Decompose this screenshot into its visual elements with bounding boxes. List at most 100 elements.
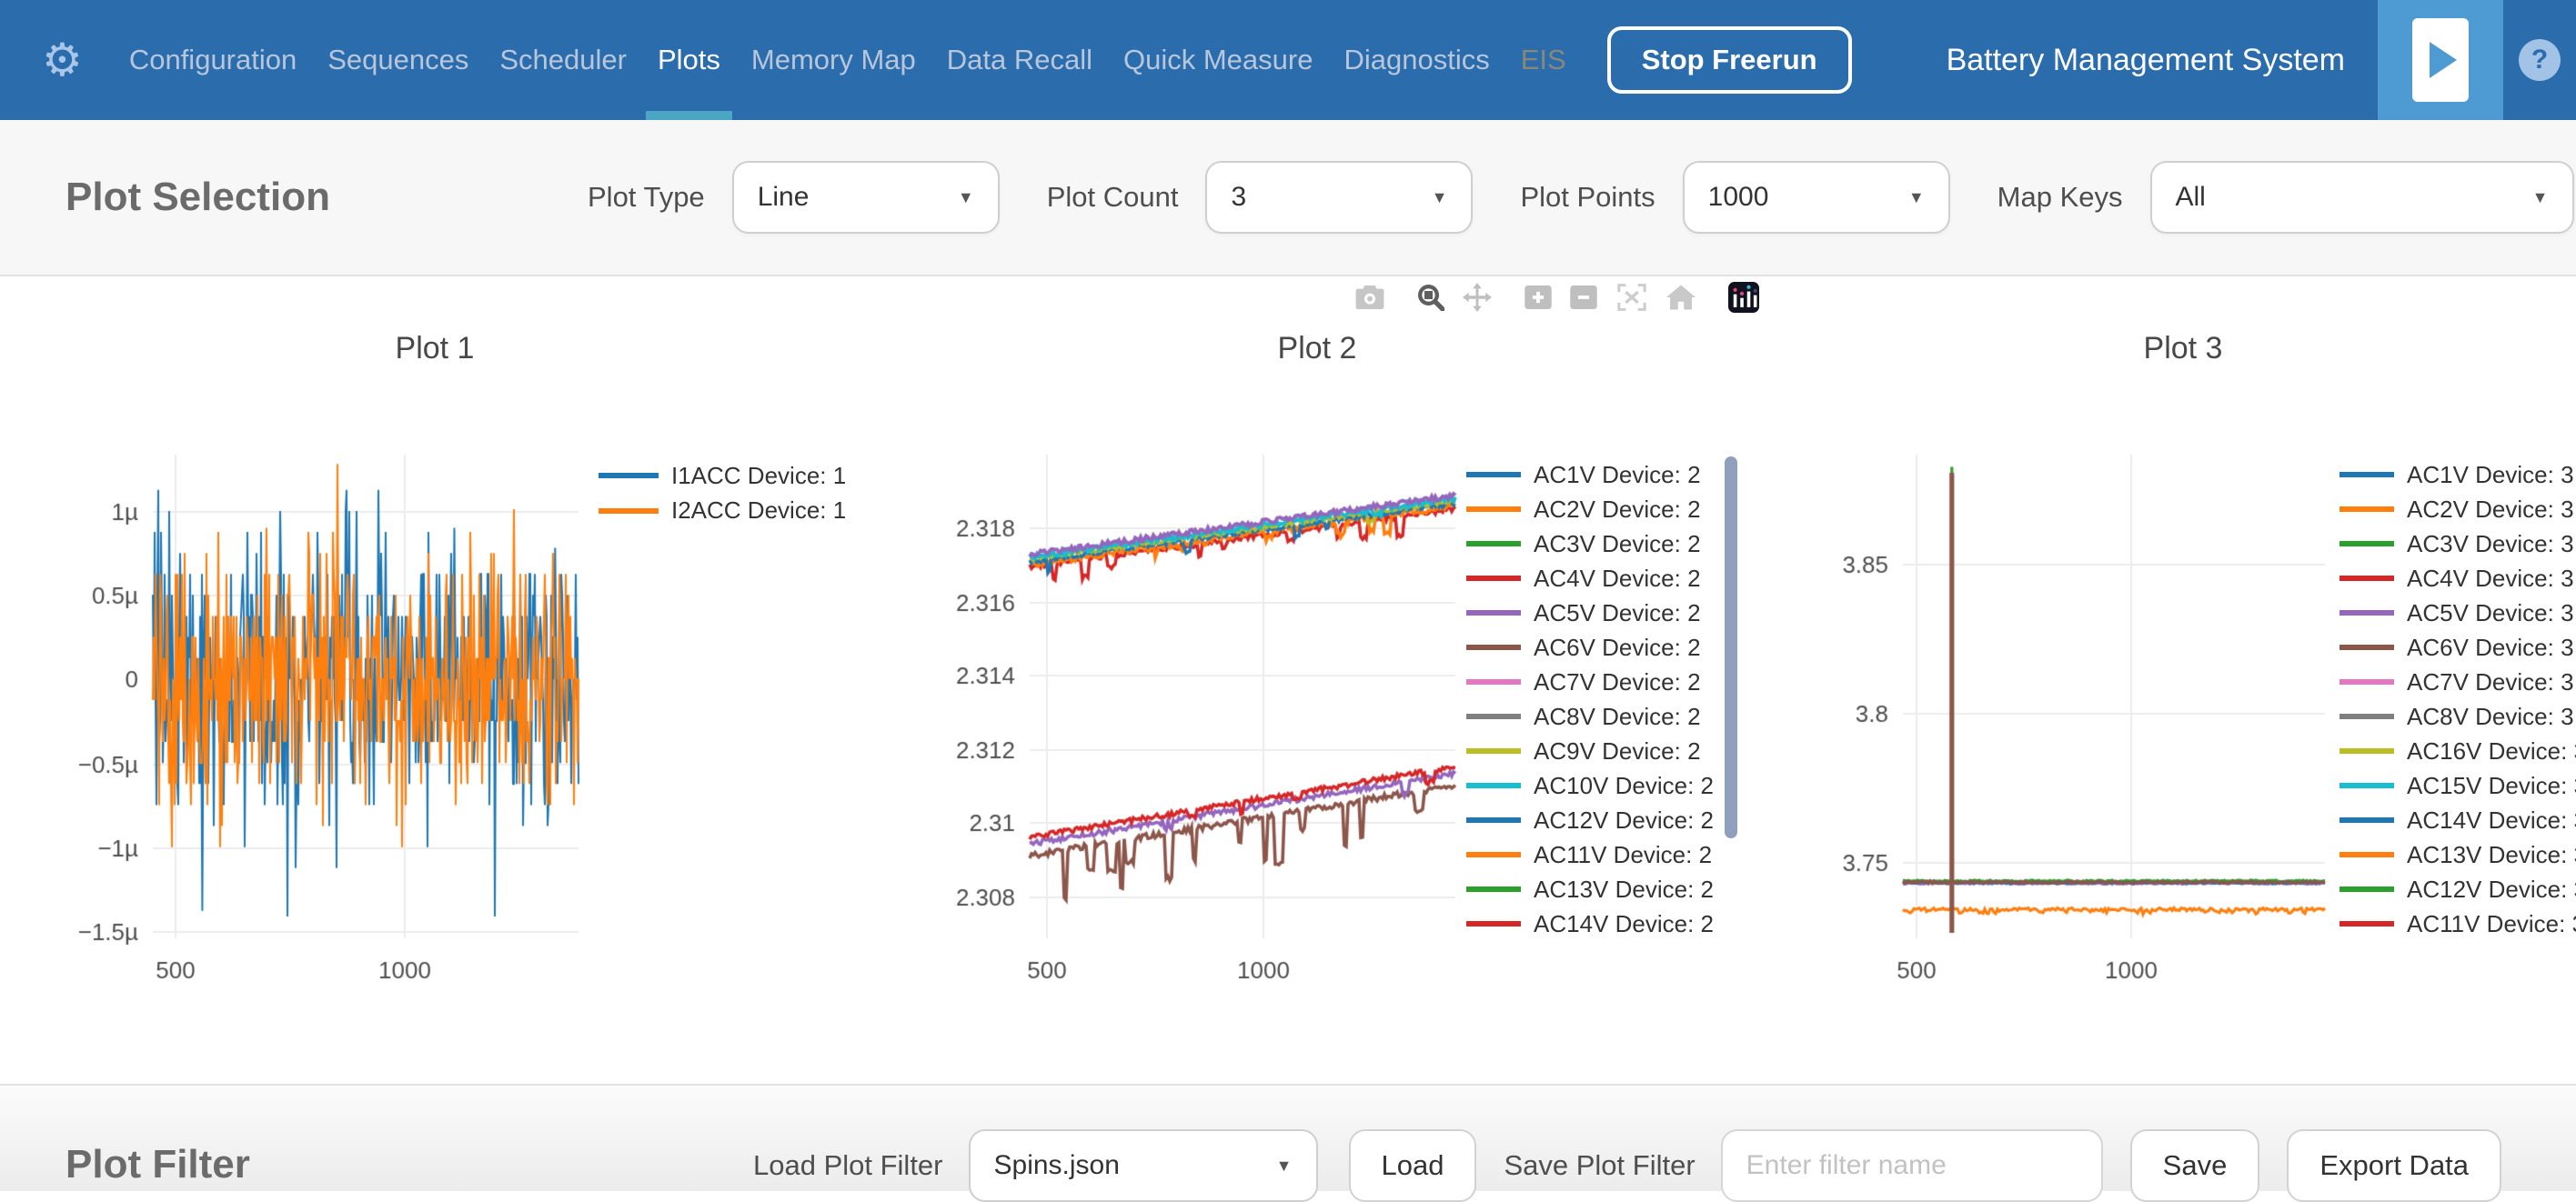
nav-item-memory-map[interactable]: Memory Map [750,44,916,75]
legend-label: AC5V Device: 3 [2407,598,2574,626]
legend-item[interactable]: AC13V Device: 3 [2340,837,2576,872]
legend-swatch [2340,748,2394,754]
save-plot-filter-label: Save Plot Filter [1504,1149,1696,1181]
legend-label: I1ACC Device: 1 [671,461,847,489]
legend-item[interactable]: AC7V Device: 3 [2340,665,2576,699]
nav-item-configuration[interactable]: Configuration [128,44,297,75]
legend-item[interactable]: AC2V Device: 3 [2340,492,2576,526]
legend-item[interactable]: AC1V Device: 2 [1466,457,1714,492]
legend-swatch [1466,645,1521,650]
legend-swatch [1466,783,1521,788]
help-icon[interactable]: ? [2503,0,2576,120]
zoom-select-icon[interactable] [1417,284,1444,311]
load-button[interactable]: Load [1348,1129,1477,1202]
plot-filter-controls: Load Plot Filter Spins.json ▼ Load Save … [753,1129,2502,1202]
legend-swatch [2340,714,2394,719]
legend-scrollbar[interactable] [1725,456,1737,838]
nav-item-quick-measure[interactable]: Quick Measure [1123,44,1313,75]
nav-item-plots[interactable]: Plots [642,0,736,120]
legend-item[interactable]: AC12V Device: 2 [1466,803,1714,837]
filter-name-input[interactable] [1720,1129,2103,1202]
legend-swatch [2340,679,2394,685]
chevron-down-icon: ▼ [1275,1156,1293,1175]
nav-item-scheduler[interactable]: Scheduler [499,44,627,75]
plot-type-select[interactable]: Line ▼ [731,161,1000,234]
legend-swatch [1466,506,1521,512]
plot-selection-heading: Plot Selection [65,175,330,219]
map-keys-select[interactable]: All ▼ [2149,161,2574,234]
legend-label: AC5V Device: 2 [1534,598,1701,626]
legend-swatch [2340,852,2394,857]
legend-item[interactable]: AC15V Device: 3 [2340,768,2576,803]
legend-item[interactable]: AC8V Device: 3 [2340,699,2576,734]
export-data-button[interactable]: Export Data [2287,1129,2502,1202]
stop-freerun-button[interactable]: Stop Freerun [1606,26,1852,94]
legend-swatch [1466,886,1521,892]
legend-swatch [2340,783,2394,788]
legend-item[interactable]: AC6V Device: 2 [1466,630,1714,665]
zoom-out-icon[interactable] [1570,285,1597,309]
plot-points-select[interactable]: 1000 ▼ [1682,161,1950,234]
legend-item[interactable]: AC1V Device: 3 [2340,457,2576,492]
app-title: Battery Management System [1946,42,2345,77]
legend-item[interactable]: AC14V Device: 2 [1466,907,1714,941]
legend-item[interactable]: AC7V Device: 2 [1466,665,1714,699]
legend-item[interactable]: AC8V Device: 2 [1466,699,1714,734]
reset-axes-home-icon[interactable] [1666,285,1696,310]
select-value: 1000 [1707,182,1769,212]
load-filter-select[interactable]: Spins.json ▼ [968,1129,1318,1202]
legend-label: AC1V Device: 3 [2407,460,2574,488]
legend-item[interactable]: AC3V Device: 2 [1466,526,1714,561]
legend-item[interactable]: AC2V Device: 2 [1466,492,1714,526]
nav-item-sequences[interactable]: Sequences [327,44,469,75]
nav-item-diagnostics[interactable]: Diagnostics [1343,44,1490,75]
camera-snapshot-icon[interactable] [1355,285,1384,309]
legend-item[interactable]: AC3V Device: 3 [2340,526,2576,561]
legend-item[interactable]: AC11V Device: 2 [1466,837,1714,872]
select-value: All [2175,182,2206,212]
zoom-in-icon[interactable] [1524,285,1552,309]
freerun-play-button[interactable] [2378,0,2503,120]
control-label: Plot Count [1046,181,1179,213]
pan-icon[interactable] [1463,283,1492,312]
legend-swatch [2340,541,2394,546]
legend-item[interactable]: AC4V Device: 2 [1466,561,1714,596]
select-value: Line [757,182,810,212]
legend-item[interactable]: AC9V Device: 2 [1466,734,1714,768]
nav-item-eis: EIS [1520,44,1566,75]
legend-label: AC10V Device: 2 [1534,771,1714,799]
plot-modebar [1355,282,1759,313]
plot-title: Plot 3 [2143,331,2223,366]
legend-item[interactable]: AC5V Device: 2 [1466,596,1714,630]
legend-item[interactable]: I2ACC Device: 1 [599,493,846,527]
legend-item[interactable]: AC6V Device: 3 [2340,630,2576,665]
legend-swatch [2340,576,2394,581]
legend-label: AC6V Device: 2 [1534,633,1701,661]
save-button[interactable]: Save [2129,1129,2260,1202]
control-label: Plot Points [1520,181,1655,213]
legend-label: I2ACC Device: 1 [671,496,847,525]
legend-swatch [599,473,659,479]
plotly-logo-icon[interactable] [1728,282,1759,313]
plot-selection-controls: Plot Type Line ▼ Plot Count 3 ▼ Plot Points 100… [588,120,2574,275]
settings-gear-icon[interactable]: ⚙ [42,35,83,85]
legend-item[interactable]: AC16V Device: 3 [2340,734,2576,768]
legend-item[interactable]: AC11V Device: 3 [2340,907,2576,941]
legend-swatch [2340,886,2394,892]
nav-item-data-recall[interactable]: Data Recall [946,44,1092,75]
autoscale-icon[interactable] [1617,284,1646,311]
plot-filter-bar: Plot Filter Load Plot Filter Spins.json … [0,1084,2576,1202]
legend-item[interactable]: AC4V Device: 3 [2340,561,2576,596]
legend-label: AC2V Device: 2 [1534,495,1701,523]
legend-label: AC2V Device: 3 [2407,495,2574,523]
legend-swatch [1466,817,1521,823]
legend-swatch [2340,645,2394,650]
legend-item[interactable]: AC10V Device: 2 [1466,768,1714,803]
play-icon [2412,18,2469,102]
legend-item[interactable]: I1ACC Device: 1 [599,458,846,493]
plot-count-select[interactable]: 3 ▼ [1205,161,1474,234]
legend-item[interactable]: AC5V Device: 3 [2340,596,2576,630]
legend-item[interactable]: AC12V Device: 3 [2340,872,2576,907]
legend-item[interactable]: AC14V Device: 3 [2340,803,2576,837]
legend-item[interactable]: AC13V Device: 2 [1466,872,1714,907]
